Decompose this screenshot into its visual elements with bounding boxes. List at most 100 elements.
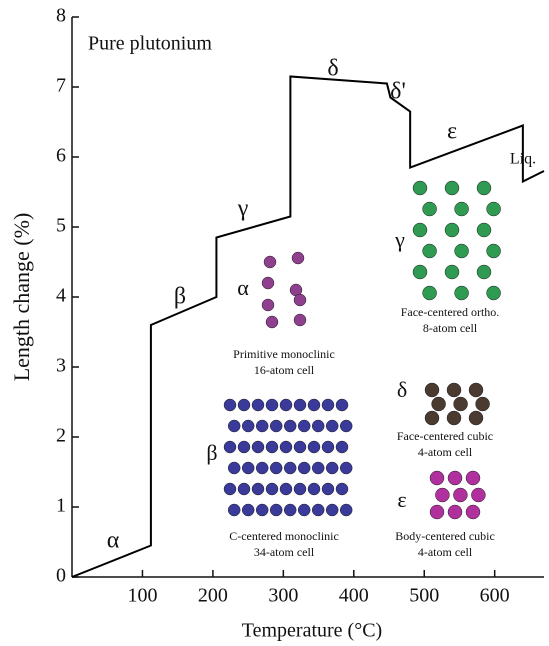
atom xyxy=(256,420,268,432)
y-axis-label: Length change (%) xyxy=(9,213,34,382)
atom xyxy=(228,504,240,516)
atom xyxy=(326,420,338,432)
y-tick-label: 3 xyxy=(56,355,66,377)
atom xyxy=(242,504,254,516)
atom xyxy=(280,441,292,453)
atom xyxy=(430,505,444,519)
inset-label: α xyxy=(237,275,249,300)
atom xyxy=(270,504,282,516)
x-axis-label: Temperature (°C) xyxy=(242,620,382,642)
atom xyxy=(455,202,469,216)
atom xyxy=(266,483,278,495)
atom xyxy=(308,399,320,411)
atom xyxy=(270,420,282,432)
atom xyxy=(425,411,439,425)
inset-label: β xyxy=(206,440,217,465)
atom xyxy=(476,397,490,411)
annotation: δ xyxy=(327,56,338,82)
atom xyxy=(294,399,306,411)
inset-caption: C-centered monoclinic xyxy=(229,529,339,543)
atom xyxy=(466,471,480,485)
atom xyxy=(294,294,306,306)
atom xyxy=(266,441,278,453)
inset-caption: Primitive monoclinic xyxy=(233,347,335,361)
x-tick-label: 300 xyxy=(268,585,298,607)
inset-caption: Body-centered cubic xyxy=(395,529,495,543)
atom xyxy=(292,252,304,264)
chart: Temperature (°C) Length change (%) 01234… xyxy=(0,0,549,646)
atom xyxy=(256,504,268,516)
atom xyxy=(284,420,296,432)
annotation: γ xyxy=(237,196,249,222)
atom xyxy=(455,244,469,258)
atom xyxy=(466,505,480,519)
inset-caption: Face-centered ortho. xyxy=(401,305,500,319)
atom xyxy=(280,483,292,495)
atom xyxy=(453,488,467,502)
y-tick-label: 2 xyxy=(56,425,66,447)
atom xyxy=(322,441,334,453)
inset-label: γ xyxy=(394,227,405,252)
atom xyxy=(264,256,276,268)
atom xyxy=(256,462,268,474)
atom xyxy=(477,181,491,195)
atom xyxy=(430,471,444,485)
atom xyxy=(294,441,306,453)
atom xyxy=(469,383,483,397)
annotation: β xyxy=(174,284,186,310)
inset-caption: 4-atom cell xyxy=(418,545,473,559)
atom xyxy=(340,504,352,516)
atom xyxy=(312,420,324,432)
x-tick-label: 100 xyxy=(127,585,157,607)
atom xyxy=(413,181,427,195)
atom xyxy=(340,420,352,432)
atom xyxy=(308,441,320,453)
atom xyxy=(423,244,437,258)
atom xyxy=(298,420,310,432)
atom xyxy=(447,383,461,397)
atom xyxy=(294,483,306,495)
y-tick-label: 1 xyxy=(56,495,66,517)
atom xyxy=(312,504,324,516)
inset-label: δ xyxy=(397,377,407,402)
annotation: ε xyxy=(447,119,457,145)
atom xyxy=(322,483,334,495)
atom xyxy=(455,286,469,300)
atom xyxy=(298,462,310,474)
inset-caption: 34-atom cell xyxy=(254,545,315,559)
atom xyxy=(298,504,310,516)
atom xyxy=(413,265,427,279)
atom xyxy=(326,504,338,516)
atom xyxy=(238,399,250,411)
atom xyxy=(447,411,461,425)
atom xyxy=(242,420,254,432)
atom xyxy=(432,397,446,411)
y-tick-label: 5 xyxy=(56,215,66,237)
atom xyxy=(262,277,274,289)
atom xyxy=(454,397,468,411)
atom xyxy=(448,471,462,485)
atom xyxy=(252,483,264,495)
atom xyxy=(487,244,501,258)
atom xyxy=(252,399,264,411)
inset-caption: 16-atom cell xyxy=(254,363,315,377)
atom xyxy=(423,286,437,300)
atom xyxy=(228,420,240,432)
atom xyxy=(445,265,459,279)
atom xyxy=(445,181,459,195)
atom xyxy=(445,223,459,237)
atom xyxy=(270,462,282,474)
x-tick-label: 600 xyxy=(480,585,510,607)
atom xyxy=(224,483,236,495)
y-tick-label: 7 xyxy=(56,75,66,97)
atom xyxy=(228,462,240,474)
atom xyxy=(280,399,292,411)
annotation: Pure plutonium xyxy=(88,33,212,55)
atom xyxy=(336,441,348,453)
atom xyxy=(487,202,501,216)
annotation: δ' xyxy=(390,79,406,105)
atom xyxy=(340,462,352,474)
inset-caption: 4-atom cell xyxy=(418,445,473,459)
y-tick-label: 0 xyxy=(56,565,66,587)
y-tick-label: 4 xyxy=(56,285,66,307)
